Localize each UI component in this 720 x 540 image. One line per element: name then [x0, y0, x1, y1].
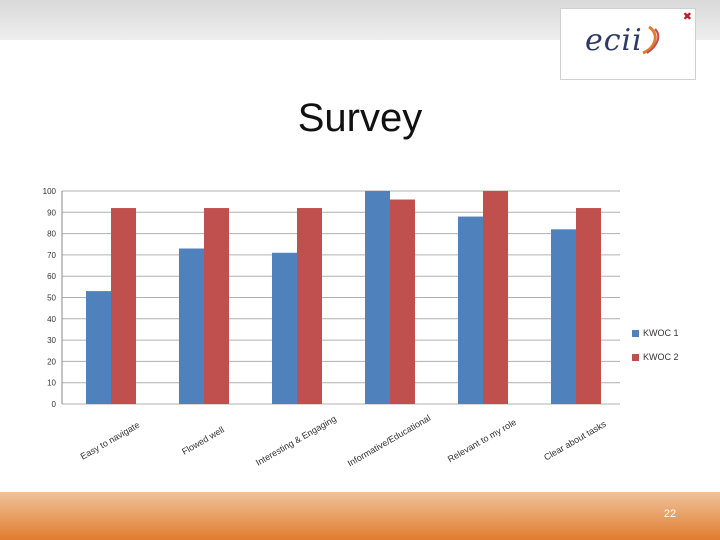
bar-series-2	[111, 208, 136, 404]
slide-title: Survey	[297, 96, 423, 140]
bar-series-2	[483, 191, 508, 404]
page-number: 22	[663, 508, 677, 520]
x-tick-label: Interesting & Engaging	[254, 413, 338, 467]
x-tick-label: Flowed well	[180, 425, 226, 457]
logo: ✖ ecii	[560, 8, 696, 80]
y-tick-label: 10	[47, 379, 56, 388]
legend-swatch-series-2	[632, 353, 639, 361]
y-tick-label: 90	[47, 208, 56, 217]
x-tick-label: Clear about tasks	[542, 419, 608, 463]
y-tick-label: 80	[47, 230, 56, 239]
x-tick-label: Informative/Educational	[346, 413, 432, 469]
logo-swirl-icon	[642, 25, 660, 55]
bar-series-2	[390, 199, 415, 404]
legend: KWOC 1 KWOC 2	[632, 326, 679, 374]
bar-series-1	[179, 248, 204, 404]
y-tick-label: 0	[52, 400, 57, 409]
legend-label-series-1: KWOC 1	[643, 328, 679, 338]
y-tick-label: 70	[47, 251, 56, 260]
bar-series-1	[272, 252, 297, 404]
legend-label-series-2: KWOC 2	[643, 352, 679, 362]
y-tick-label: 30	[47, 336, 56, 345]
x-tick-label: Relevant to my role	[446, 417, 518, 464]
bar-series-1	[86, 291, 111, 404]
bottom-band	[0, 492, 720, 540]
legend-swatch-series-1	[632, 329, 639, 337]
bar-series-1	[365, 191, 390, 404]
logo-text: ecii	[585, 23, 643, 58]
bar-chart: 0 10 20 30 40 50 60 70 80 90 100 Easy to navigate Fl…	[43, 187, 620, 469]
legend-item-series-1: KWOC 1	[632, 326, 679, 340]
bar-series-2	[297, 208, 322, 404]
bar-series-1	[551, 229, 576, 404]
bar-series-2	[204, 208, 229, 404]
bar-series-1	[458, 216, 483, 404]
y-tick-label: 60	[47, 272, 56, 281]
y-tick-label: 100	[43, 187, 57, 196]
close-icon: ✖	[682, 11, 692, 23]
y-tick-label: 50	[47, 294, 56, 303]
legend-item-series-2: KWOC 2	[632, 350, 679, 364]
x-tick-label: Easy to navigate	[79, 420, 142, 462]
bar-series-2	[576, 208, 601, 404]
y-tick-label: 40	[47, 315, 56, 324]
y-tick-label: 20	[47, 357, 56, 366]
